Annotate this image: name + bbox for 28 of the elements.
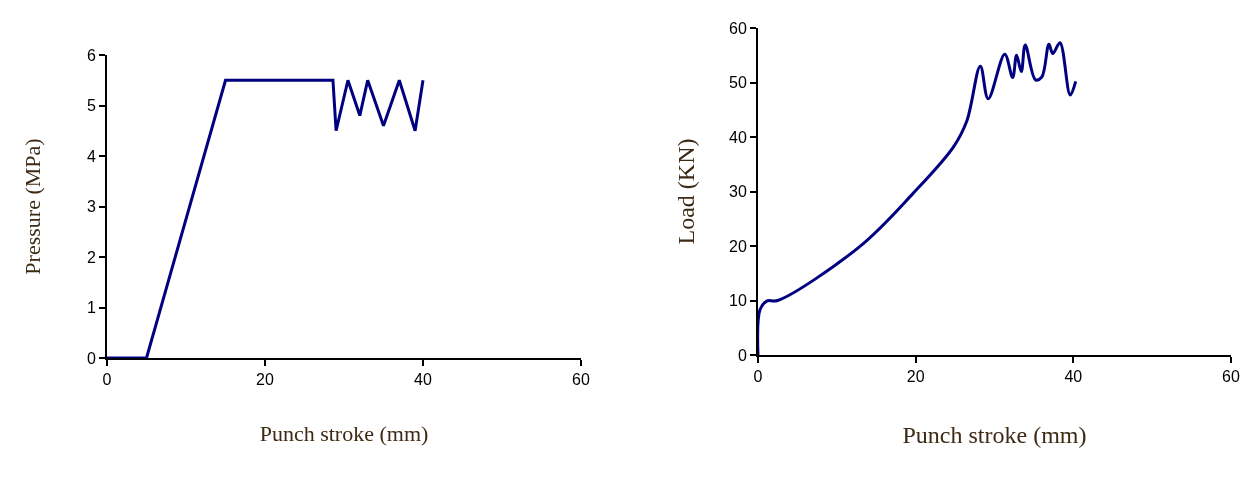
y-tick-label: 3 [86,198,96,216]
y-tick-label: 1 [86,299,96,317]
y-tick-label: 6 [86,46,96,64]
y-tick-label: 10 [729,292,747,310]
x-tick-label: 60 [1222,368,1240,386]
x-tick-label: 20 [256,371,274,389]
x-tick-label: 0 [753,368,763,386]
y-axis-title: Pressure (MPa) [20,138,46,275]
y-axis-title: Load (KN) [672,138,699,245]
x-axis-title: Punch stroke (mm) [902,422,1087,448]
y-tick-label: 2 [86,248,96,266]
y-tick-label: 40 [729,128,747,146]
y-tick-label: 50 [729,74,747,92]
x-axis-title: Punch stroke (mm) [259,420,429,446]
y-tick-label: 0 [737,346,747,364]
x-tick-label: 0 [102,371,112,389]
x-tick-label: 40 [1064,368,1083,386]
y-tick-label: 5 [86,97,96,115]
line-series [758,41,1078,355]
x-tick-label: 20 [906,368,925,386]
x-tick-label: 40 [414,371,432,389]
y-tick-label: 0 [86,349,96,367]
line-series [107,78,425,358]
y-tick-label: 30 [729,183,747,201]
y-tick-label: 4 [86,147,96,165]
x-tick-label: 60 [572,371,590,389]
y-tick-label: 20 [729,237,747,255]
y-tick-label: 60 [729,19,747,37]
